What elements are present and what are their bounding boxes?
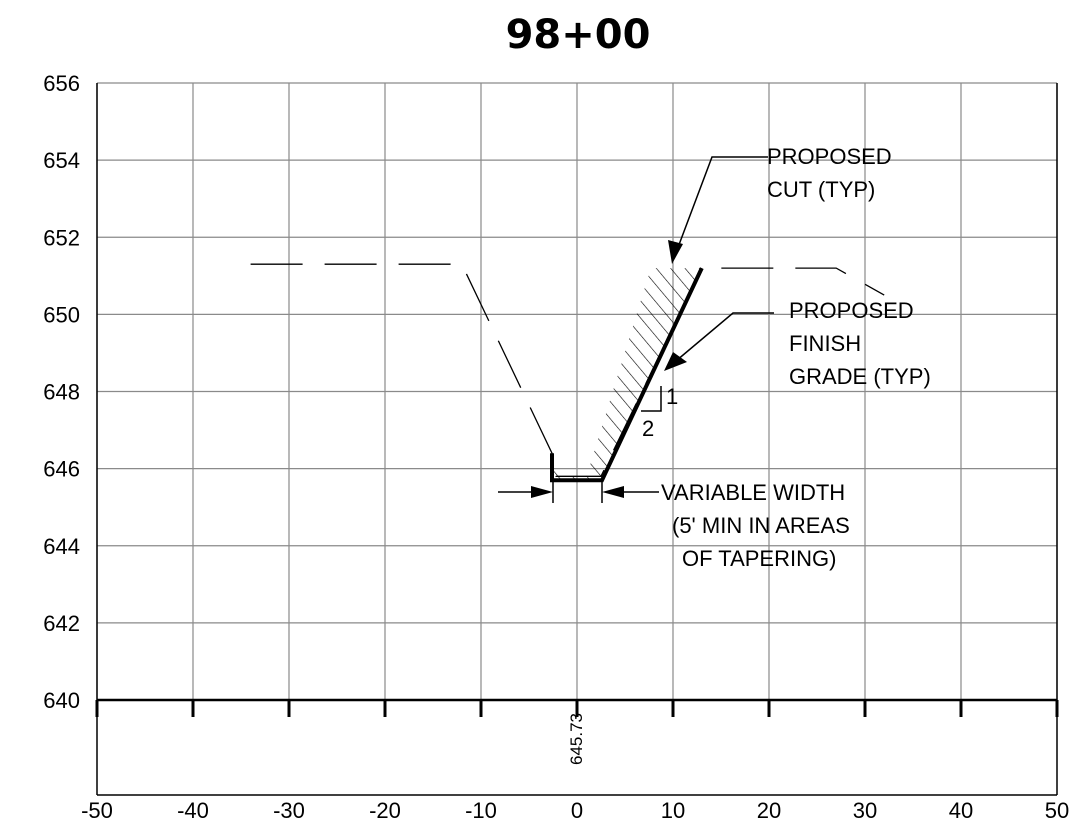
x-tick-label: 30 (853, 798, 877, 823)
cut-label-line-2: CUT (TYP) (767, 177, 875, 202)
y-tick-label: 654 (43, 148, 80, 173)
x-tick-label: 40 (949, 798, 973, 823)
x-tick-label: 20 (757, 798, 781, 823)
x-tick-label: -10 (465, 798, 497, 823)
slope-indicator (641, 386, 662, 412)
y-tick-label: 640 (43, 688, 80, 713)
centerline-elevation-label: 645.73 (567, 713, 586, 765)
existing-ground-line (250, 263, 885, 477)
x-tick-label: -40 (177, 798, 209, 823)
grid (96, 82, 1058, 701)
cut-label-line-1: PROPOSED (767, 144, 892, 169)
y-tick-label: 648 (43, 380, 80, 405)
x-tick-label: -20 (369, 798, 401, 823)
proposed-cut-hatch (552, 268, 702, 481)
cut-leader-line (673, 156, 768, 259)
grade-label-line-1: PROPOSED (789, 298, 914, 323)
y-tick-label: 656 (43, 71, 80, 96)
x-tick-label: -30 (273, 798, 305, 823)
y-tick-label: 652 (43, 225, 80, 250)
proposed-finish-grade-line (550, 267, 704, 483)
grade-leader-line (669, 312, 774, 367)
plot-frame (95, 83, 1059, 796)
width-label-line-1: VARIABLE WIDTH (661, 480, 845, 505)
y-tick-label: 650 (43, 302, 80, 327)
width-arrow-left (531, 486, 553, 498)
x-tick-label: 10 (661, 798, 685, 823)
x-tick-label: -50 (81, 798, 113, 823)
slope-run-label: 2 (642, 416, 654, 441)
x-tick-label: 50 (1045, 798, 1069, 823)
width-label-line-3: OF TAPERING) (682, 546, 836, 571)
grade-label-line-3: GRADE (TYP) (789, 364, 931, 389)
slope-rise-label: 1 (666, 384, 678, 409)
grade-label-line-2: FINISH (789, 331, 861, 356)
y-tick-label: 642 (43, 611, 80, 636)
grade-leader-arrowhead (664, 352, 687, 371)
width-arrow-right (602, 486, 624, 498)
width-label-line-2: (5' MIN IN AREAS (672, 513, 850, 538)
x-tick-label: 0 (571, 798, 583, 823)
y-tick-label: 644 (43, 534, 80, 559)
station-title: 98+00 (506, 12, 651, 58)
cut-leader-arrowhead (668, 240, 683, 264)
y-axis-labels: 656 654 652 650 648 646 644 642 640 (43, 71, 80, 713)
y-tick-label: 646 (43, 457, 80, 482)
x-axis-labels: -50 -40 -30 -20 -10 0 10 20 30 40 50 (81, 798, 1069, 823)
